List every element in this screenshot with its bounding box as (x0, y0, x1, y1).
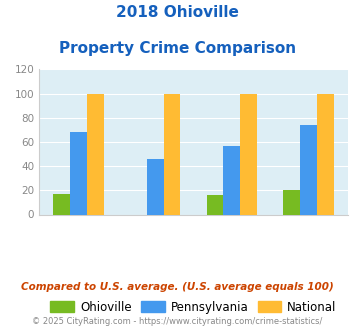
Bar (87, 93, 104, 214)
Bar (283, 190, 300, 215)
Bar (207, 195, 223, 215)
Text: 2018 Ohioville: 2018 Ohioville (116, 5, 239, 20)
Legend: Ohioville, Pennsylvania, National: Ohioville, Pennsylvania, National (46, 296, 341, 318)
Text: © 2025 CityRating.com - https://www.cityrating.com/crime-statistics/: © 2025 CityRating.com - https://www.city… (32, 317, 323, 326)
Bar (164, 93, 180, 214)
Bar (70, 132, 87, 214)
Text: Property Crime Comparison: Property Crime Comparison (59, 41, 296, 56)
Bar (223, 146, 240, 214)
Bar (317, 93, 334, 214)
Bar (300, 125, 317, 214)
Bar (53, 194, 70, 214)
Text: Compared to U.S. average. (U.S. average equals 100): Compared to U.S. average. (U.S. average … (21, 282, 334, 292)
Bar (147, 159, 164, 214)
Bar (240, 93, 257, 214)
